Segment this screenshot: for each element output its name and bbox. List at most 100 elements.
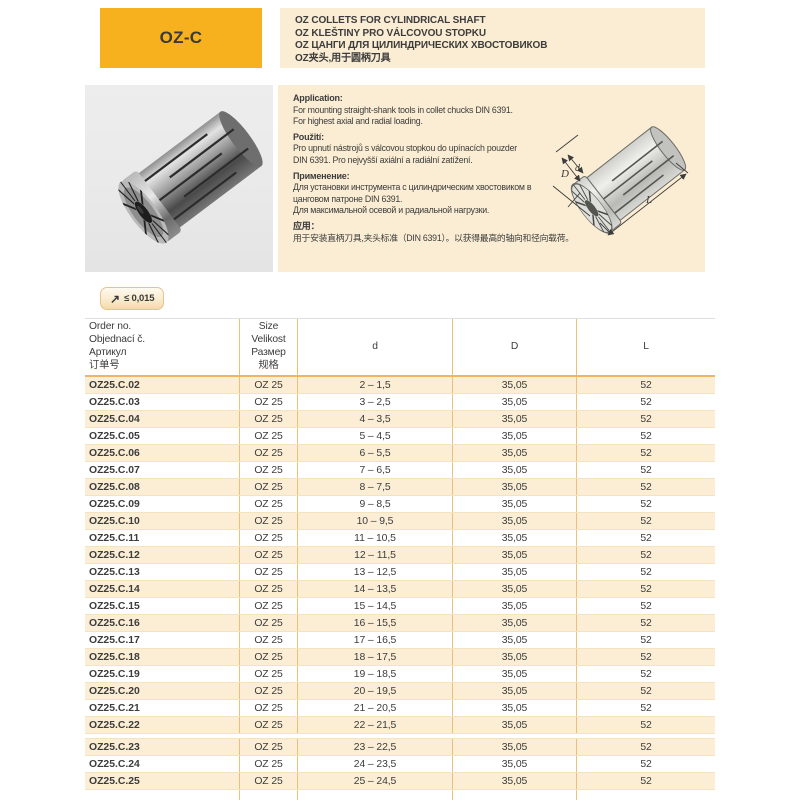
cell-d: 10 – 9,5 bbox=[298, 513, 453, 529]
cell-L: 52 bbox=[640, 430, 652, 442]
cell-D: 35,05 bbox=[453, 428, 577, 444]
cell-D: 35,05 bbox=[453, 717, 577, 733]
cell-size: OZ 25 bbox=[240, 530, 298, 546]
cell-order: OZ25.C.09 bbox=[85, 496, 240, 512]
cell-size: OZ 25 bbox=[240, 547, 298, 563]
cell-size: OZ 25 bbox=[240, 394, 298, 410]
info-line: For highest axial and radial loading. bbox=[293, 116, 423, 127]
table-row: OZ25.C.10 OZ 25 10 – 9,5 35,05 52 bbox=[85, 513, 715, 530]
cell-D: 35,05 bbox=[453, 479, 577, 495]
cell-D: 35,05 bbox=[453, 394, 577, 410]
cell-L: 52 bbox=[640, 617, 652, 629]
cell-L: 52 bbox=[640, 532, 652, 544]
cell-L: 52 bbox=[640, 600, 652, 612]
cell-d: 3 – 2,5 bbox=[298, 394, 453, 410]
product-title-line: OZ ЦАНГИ ДЛЯ ЦИЛИНДРИЧЕСКИХ ХВОСТОВИКОВ bbox=[295, 40, 548, 51]
cell-d: 6 – 5,5 bbox=[298, 445, 453, 461]
column-header-line: L bbox=[643, 340, 649, 352]
table-row: OZ25.C.23 OZ 25 23 – 22,5 35,05 52 bbox=[85, 739, 715, 756]
cell-order: OZ25.C.11 bbox=[85, 530, 240, 546]
cell-order: OZ25.C.17 bbox=[85, 632, 240, 648]
column-header-line: Size bbox=[258, 321, 279, 333]
cell-order: OZ25.C.19 bbox=[85, 666, 240, 682]
table-row: OZ25.C.08 OZ 25 8 – 7,5 35,05 52 bbox=[85, 479, 715, 496]
cell-D: 35,05 bbox=[453, 756, 577, 772]
cell-D: 35,05 bbox=[453, 666, 577, 682]
cell-order: OZ25.C.03 bbox=[85, 394, 240, 410]
info-line: Pro upnutí nástrojů s válcovou stopkou d… bbox=[293, 143, 517, 154]
collet-diagram: D d L bbox=[552, 126, 689, 236]
table-row: OZ25.C.03 OZ 25 3 – 2,5 35,05 52 bbox=[85, 394, 715, 411]
cell-size: OZ 25 bbox=[240, 598, 298, 614]
cell-size: OZ 25 bbox=[240, 615, 298, 631]
product-title-line: OZ夹头,用于圆柄刀具 bbox=[295, 52, 391, 64]
cell-d: 17 – 16,5 bbox=[298, 632, 453, 648]
diagram-label-d: d bbox=[575, 163, 581, 174]
cell-L: 52 bbox=[640, 566, 652, 578]
cell-d: 22 – 21,5 bbox=[298, 717, 453, 733]
column-header-line: 订单号 bbox=[89, 359, 120, 371]
table-row: OZ25.C.22 OZ 25 22 – 21,5 35,05 52 bbox=[85, 717, 715, 734]
cell-D: 35,05 bbox=[453, 581, 577, 597]
column-header: Size Velikost Размер 规格 bbox=[240, 319, 298, 375]
cell-d: 24 – 23,5 bbox=[298, 756, 453, 772]
cell-D: 35,05 bbox=[453, 530, 577, 546]
runout-arrow-icon: ↗ bbox=[110, 291, 121, 306]
cell-L: 52 bbox=[640, 464, 652, 476]
cell-L: 52 bbox=[640, 668, 652, 680]
cell-size: OZ 25 bbox=[240, 479, 298, 495]
cell-L: 52 bbox=[640, 515, 652, 527]
cell-d: 16 – 15,5 bbox=[298, 615, 453, 631]
cell-size: OZ 25 bbox=[240, 717, 298, 733]
cell-order: OZ25.C.14 bbox=[85, 581, 240, 597]
cell-size: OZ 25 bbox=[240, 445, 298, 461]
cell-order: OZ25.C.21 bbox=[85, 700, 240, 716]
collet-photo bbox=[85, 85, 273, 272]
cell-D: 35,05 bbox=[453, 411, 577, 427]
column-header-line: Objednací č. bbox=[89, 334, 146, 346]
info-heading: Application: bbox=[293, 93, 343, 103]
column-header: Order no. Objednací č. Артикул 订单号 bbox=[85, 319, 240, 375]
cell-order: OZ25.C.04 bbox=[85, 411, 240, 427]
cell-D: 35,05 bbox=[453, 496, 577, 512]
cell-order: OZ25.C.25 bbox=[85, 773, 240, 789]
cell-D: 35,05 bbox=[453, 462, 577, 478]
cell-D: 35,05 bbox=[453, 683, 577, 699]
product-title-line: OZ KLEŠTINY PRO VÁLCOVOU STOPKU bbox=[295, 27, 486, 39]
table-continuation-stub bbox=[85, 790, 715, 800]
cell-size: OZ 25 bbox=[240, 739, 298, 755]
cell-D: 35,05 bbox=[453, 632, 577, 648]
cell-L: 52 bbox=[640, 481, 652, 493]
table-row: OZ25.C.19 OZ 25 19 – 18,5 35,05 52 bbox=[85, 666, 715, 683]
info-heading: Použití: bbox=[293, 131, 324, 142]
cell-d: 25 – 24,5 bbox=[298, 773, 453, 789]
table-body: OZ25.C.02 OZ 25 2 – 1,5 35,05 52 OZ25.C.03 OZ … bbox=[85, 377, 715, 790]
cell-d: 20 – 19,5 bbox=[298, 683, 453, 699]
stub-cell bbox=[240, 790, 298, 800]
cell-L: 52 bbox=[640, 741, 652, 753]
column-header-line: Velikost bbox=[251, 334, 286, 346]
cell-D: 35,05 bbox=[453, 445, 577, 461]
cell-d: 5 – 4,5 bbox=[298, 428, 453, 444]
info-line: 用于安装直柄刀具,夹头标准（DIN 6391）。以获得最高的轴向和径向载荷。 bbox=[293, 232, 574, 243]
stub-cell bbox=[453, 790, 577, 800]
column-header-line: Order no. bbox=[89, 321, 132, 333]
cell-size: OZ 25 bbox=[240, 700, 298, 716]
cell-size: OZ 25 bbox=[240, 581, 298, 597]
cell-L: 52 bbox=[640, 651, 652, 663]
cell-L: 52 bbox=[640, 583, 652, 595]
cell-size: OZ 25 bbox=[240, 496, 298, 512]
table-row: OZ25.C.14 OZ 25 14 – 13,5 35,05 52 bbox=[85, 581, 715, 598]
cell-L: 52 bbox=[640, 702, 652, 714]
info-section: Použití: Pro upnutí nástrojů s válcovou s… bbox=[293, 132, 693, 167]
column-header-line: Артикул bbox=[89, 347, 127, 358]
table-row: OZ25.C.25 OZ 25 25 – 24,5 35,05 52 bbox=[85, 773, 715, 790]
cell-L: 52 bbox=[640, 549, 652, 561]
table-row: OZ25.C.07 OZ 25 7 – 6,5 35,05 52 bbox=[85, 462, 715, 479]
cell-d: 23 – 22,5 bbox=[298, 739, 453, 755]
cell-D: 35,05 bbox=[453, 615, 577, 631]
column-header-line: d bbox=[372, 340, 378, 352]
cell-D: 35,05 bbox=[453, 564, 577, 580]
table-row: OZ25.C.13 OZ 25 13 – 12,5 35,05 52 bbox=[85, 564, 715, 581]
